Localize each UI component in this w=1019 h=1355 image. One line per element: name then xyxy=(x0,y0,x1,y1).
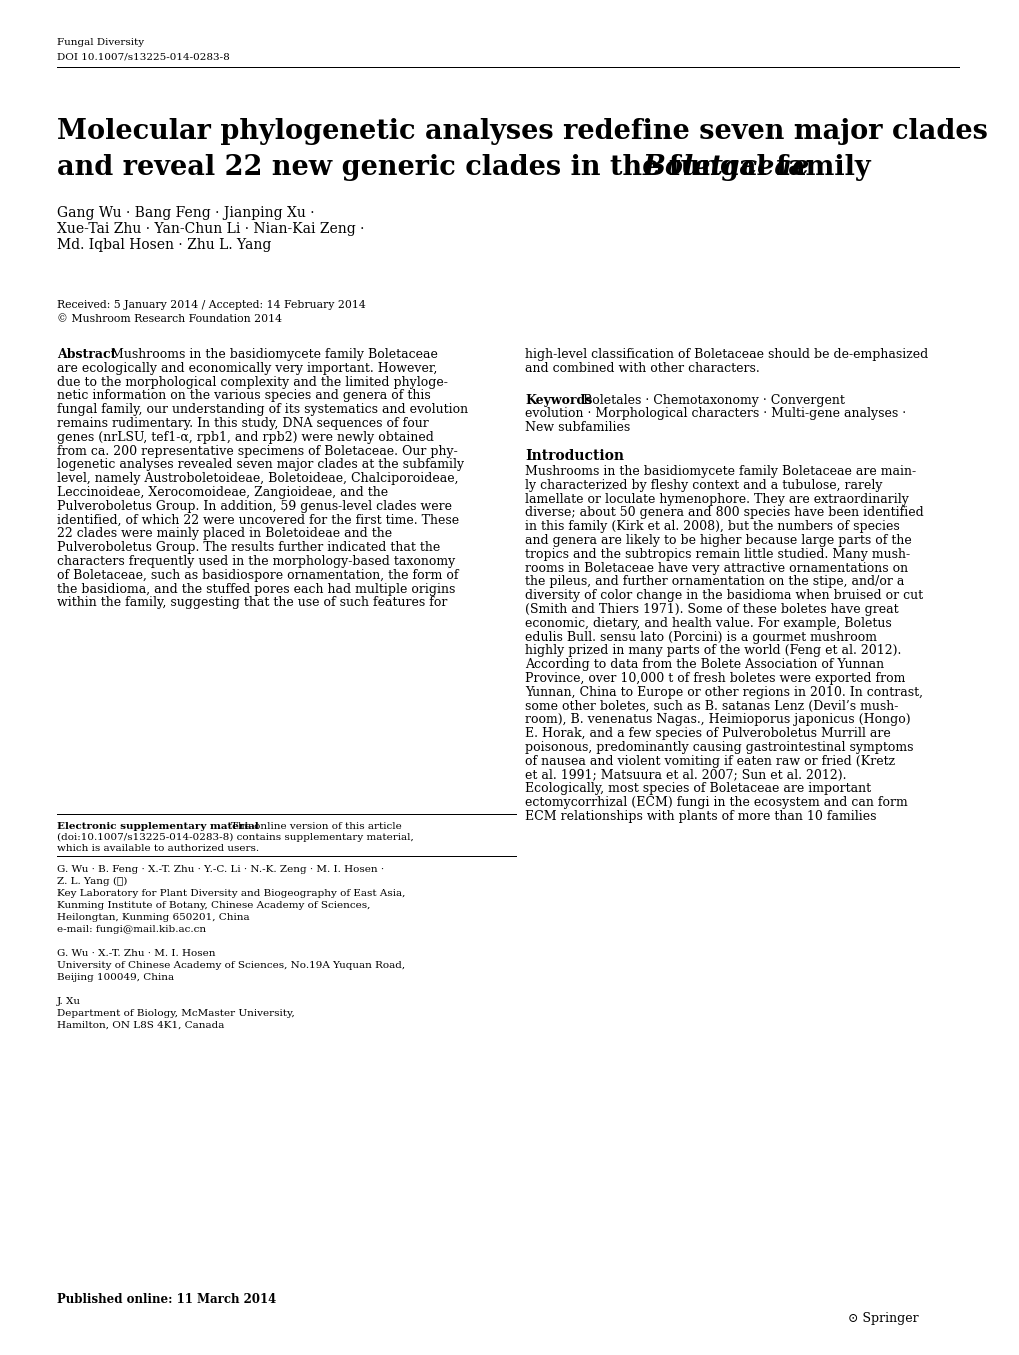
Text: within the family, suggesting that the use of such features for: within the family, suggesting that the u… xyxy=(57,596,447,610)
Text: are ecologically and economically very important. However,: are ecologically and economically very i… xyxy=(57,362,437,375)
Text: the pileus, and further ornamentation on the stipe, and/or a: the pileus, and further ornamentation on… xyxy=(525,576,904,588)
Text: Keywords: Keywords xyxy=(525,393,592,406)
Text: due to the morphological complexity and the limited phyloge-: due to the morphological complexity and … xyxy=(57,375,447,389)
Text: Abstract: Abstract xyxy=(57,348,116,360)
Text: Mushrooms in the basidiomycete family Boletaceae: Mushrooms in the basidiomycete family Bo… xyxy=(111,348,437,360)
Text: fungal family, our understanding of its systematics and evolution: fungal family, our understanding of its … xyxy=(57,404,468,416)
Text: characters frequently used in the morphology-based taxonomy: characters frequently used in the morpho… xyxy=(57,556,454,568)
Text: Province, over 10,000 t of fresh boletes were exported from: Province, over 10,000 t of fresh boletes… xyxy=(525,672,905,686)
Text: and combined with other characters.: and combined with other characters. xyxy=(525,362,759,375)
Text: some other boletes, such as B. satanas Lenz (Devil’s mush-: some other boletes, such as B. satanas L… xyxy=(525,699,898,713)
Text: Xue-Tai Zhu · Yan-Chun Li · Nian-Kai Zeng ·: Xue-Tai Zhu · Yan-Chun Li · Nian-Kai Zen… xyxy=(57,222,364,236)
Text: Electronic supplementary material: Electronic supplementary material xyxy=(57,822,259,831)
Text: ly characterized by fleshy context and a tubulose, rarely: ly characterized by fleshy context and a… xyxy=(525,478,881,492)
Text: tropics and the subtropics remain little studied. Many mush-: tropics and the subtropics remain little… xyxy=(525,547,909,561)
Text: ⊙ Springer: ⊙ Springer xyxy=(847,1312,918,1325)
Text: rooms in Boletaceae have very attractive ornamentations on: rooms in Boletaceae have very attractive… xyxy=(525,561,907,575)
Text: room), B. venenatus Nagas., Heimioporus japonicus (Hongo): room), B. venenatus Nagas., Heimioporus … xyxy=(525,713,910,726)
Text: Published online: 11 March 2014: Published online: 11 March 2014 xyxy=(57,1293,276,1306)
Text: Pulveroboletus Group. In addition, 59 genus-level clades were: Pulveroboletus Group. In addition, 59 ge… xyxy=(57,500,451,512)
Text: and reveal 22 new generic clades in the fungal family: and reveal 22 new generic clades in the … xyxy=(57,154,879,182)
Text: diversity of color change in the basidioma when bruised or cut: diversity of color change in the basidio… xyxy=(525,589,922,602)
Text: Leccinoideae, Xerocomoideae, Zangioideae, and the: Leccinoideae, Xerocomoideae, Zangioideae… xyxy=(57,486,388,499)
Text: According to data from the Bolete Association of Yunnan: According to data from the Bolete Associ… xyxy=(525,659,883,671)
Text: of nausea and violent vomiting if eaten raw or fried (Kretz: of nausea and violent vomiting if eaten … xyxy=(525,755,895,768)
Text: highly prized in many parts of the world (Feng et al. 2012).: highly prized in many parts of the world… xyxy=(525,645,901,657)
Text: E. Horak, and a few species of Pulveroboletus Murrill are: E. Horak, and a few species of Pulverobo… xyxy=(525,728,890,740)
Text: (doi:10.1007/s13225-014-0283-8) contains supplementary material,: (doi:10.1007/s13225-014-0283-8) contains… xyxy=(57,833,414,841)
Text: ECM relationships with plants of more than 10 families: ECM relationships with plants of more th… xyxy=(525,810,875,822)
Text: identified, of which 22 were uncovered for the first time. These: identified, of which 22 were uncovered f… xyxy=(57,514,459,527)
Text: Beijing 100049, China: Beijing 100049, China xyxy=(57,973,174,982)
Text: Gang Wu · Bang Feng · Jianping Xu ·: Gang Wu · Bang Feng · Jianping Xu · xyxy=(57,206,314,220)
Text: Z. L. Yang (✉): Z. L. Yang (✉) xyxy=(57,877,127,886)
Text: economic, dietary, and health value. For example, Boletus: economic, dietary, and health value. For… xyxy=(525,617,891,630)
Text: G. Wu · X.-T. Zhu · M. I. Hosen: G. Wu · X.-T. Zhu · M. I. Hosen xyxy=(57,948,215,958)
Text: Mushrooms in the basidiomycete family Boletaceae are main-: Mushrooms in the basidiomycete family Bo… xyxy=(525,465,915,478)
Text: University of Chinese Academy of Sciences, No.19A Yuquan Road,: University of Chinese Academy of Science… xyxy=(57,961,405,970)
Text: New subfamilies: New subfamilies xyxy=(525,421,630,434)
Text: DOI 10.1007/s13225-014-0283-8: DOI 10.1007/s13225-014-0283-8 xyxy=(57,51,229,61)
Text: © Mushroom Research Foundation 2014: © Mushroom Research Foundation 2014 xyxy=(57,314,281,324)
Text: genes (nrLSU, tef1-α, rpb1, and rpb2) were newly obtained: genes (nrLSU, tef1-α, rpb1, and rpb2) we… xyxy=(57,431,433,444)
Text: e-mail: fungi@mail.kib.ac.cn: e-mail: fungi@mail.kib.ac.cn xyxy=(57,925,206,934)
Text: Yunnan, China to Europe or other regions in 2010. In contrast,: Yunnan, China to Europe or other regions… xyxy=(525,686,922,699)
Text: Fungal Diversity: Fungal Diversity xyxy=(57,38,144,47)
Text: which is available to authorized users.: which is available to authorized users. xyxy=(57,844,259,854)
Text: Ecologically, most species of Boletaceae are important: Ecologically, most species of Boletaceae… xyxy=(525,782,870,795)
Text: Pulveroboletus Group. The results further indicated that the: Pulveroboletus Group. The results furthe… xyxy=(57,541,440,554)
Text: Kunming Institute of Botany, Chinese Academy of Sciences,: Kunming Institute of Botany, Chinese Aca… xyxy=(57,901,370,911)
Text: and genera are likely to be higher because large parts of the: and genera are likely to be higher becau… xyxy=(525,534,911,547)
Text: 22 clades were mainly placed in Boletoideae and the: 22 clades were mainly placed in Boletoid… xyxy=(57,527,391,541)
Text: Boletaceae: Boletaceae xyxy=(642,154,809,182)
Text: The online version of this article: The online version of this article xyxy=(230,822,401,831)
Text: lamellate or loculate hymenophore. They are extraordinarily: lamellate or loculate hymenophore. They … xyxy=(525,493,908,505)
Text: diverse; about 50 genera and 800 species have been identified: diverse; about 50 genera and 800 species… xyxy=(525,507,923,519)
Text: of Boletaceae, such as basidiospore ornamentation, the form of: of Boletaceae, such as basidiospore orna… xyxy=(57,569,459,581)
Text: Heilongtan, Kunming 650201, China: Heilongtan, Kunming 650201, China xyxy=(57,913,250,921)
Text: Hamilton, ON L8S 4K1, Canada: Hamilton, ON L8S 4K1, Canada xyxy=(57,1022,224,1030)
Text: Received: 5 January 2014 / Accepted: 14 February 2014: Received: 5 January 2014 / Accepted: 14 … xyxy=(57,299,366,310)
Text: the basidioma, and the stuffed pores each had multiple origins: the basidioma, and the stuffed pores eac… xyxy=(57,583,454,596)
Text: Key Laboratory for Plant Diversity and Biogeography of East Asia,: Key Laboratory for Plant Diversity and B… xyxy=(57,889,405,898)
Text: level, namely Austroboletoideae, Boletoideae, Chalciporoideae,: level, namely Austroboletoideae, Boletoi… xyxy=(57,472,459,485)
Text: Md. Iqbal Hosen · Zhu L. Yang: Md. Iqbal Hosen · Zhu L. Yang xyxy=(57,238,271,252)
Text: Boletales · Chemotaxonomy · Convergent: Boletales · Chemotaxonomy · Convergent xyxy=(583,393,844,406)
Text: evolution · Morphological characters · Multi-gene analyses ·: evolution · Morphological characters · M… xyxy=(525,408,905,420)
Text: (Smith and Thiers 1971). Some of these boletes have great: (Smith and Thiers 1971). Some of these b… xyxy=(525,603,898,617)
Text: G. Wu · B. Feng · X.-T. Zhu · Y.-C. Li · N.-K. Zeng · M. I. Hosen ·: G. Wu · B. Feng · X.-T. Zhu · Y.-C. Li ·… xyxy=(57,864,384,874)
Text: from ca. 200 representative specimens of Boletaceae. Our phy-: from ca. 200 representative specimens of… xyxy=(57,444,458,458)
Text: poisonous, predominantly causing gastrointestinal symptoms: poisonous, predominantly causing gastroi… xyxy=(525,741,913,753)
Text: et al. 1991; Matsuura et al. 2007; Sun et al. 2012).: et al. 1991; Matsuura et al. 2007; Sun e… xyxy=(525,768,846,782)
Text: remains rudimentary. In this study, DNA sequences of four: remains rudimentary. In this study, DNA … xyxy=(57,417,428,430)
Text: ectomycorrhizal (ECM) fungi in the ecosystem and can form: ectomycorrhizal (ECM) fungi in the ecosy… xyxy=(525,797,907,809)
Text: edulis Bull. sensu lato (Porcini) is a gourmet mushroom: edulis Bull. sensu lato (Porcini) is a g… xyxy=(525,630,876,644)
Text: Introduction: Introduction xyxy=(525,449,624,463)
Text: Molecular phylogenetic analyses redefine seven major clades: Molecular phylogenetic analyses redefine… xyxy=(57,118,987,145)
Text: netic information on the various species and genera of this: netic information on the various species… xyxy=(57,389,430,402)
Text: high-level classification of Boletaceae should be de-emphasized: high-level classification of Boletaceae … xyxy=(525,348,927,360)
Text: logenetic analyses revealed seven major clades at the subfamily: logenetic analyses revealed seven major … xyxy=(57,458,464,472)
Text: in this family (Kirk et al. 2008), but the numbers of species: in this family (Kirk et al. 2008), but t… xyxy=(525,520,899,534)
Text: Department of Biology, McMaster University,: Department of Biology, McMaster Universi… xyxy=(57,1009,294,1018)
Text: J. Xu: J. Xu xyxy=(57,997,81,1005)
